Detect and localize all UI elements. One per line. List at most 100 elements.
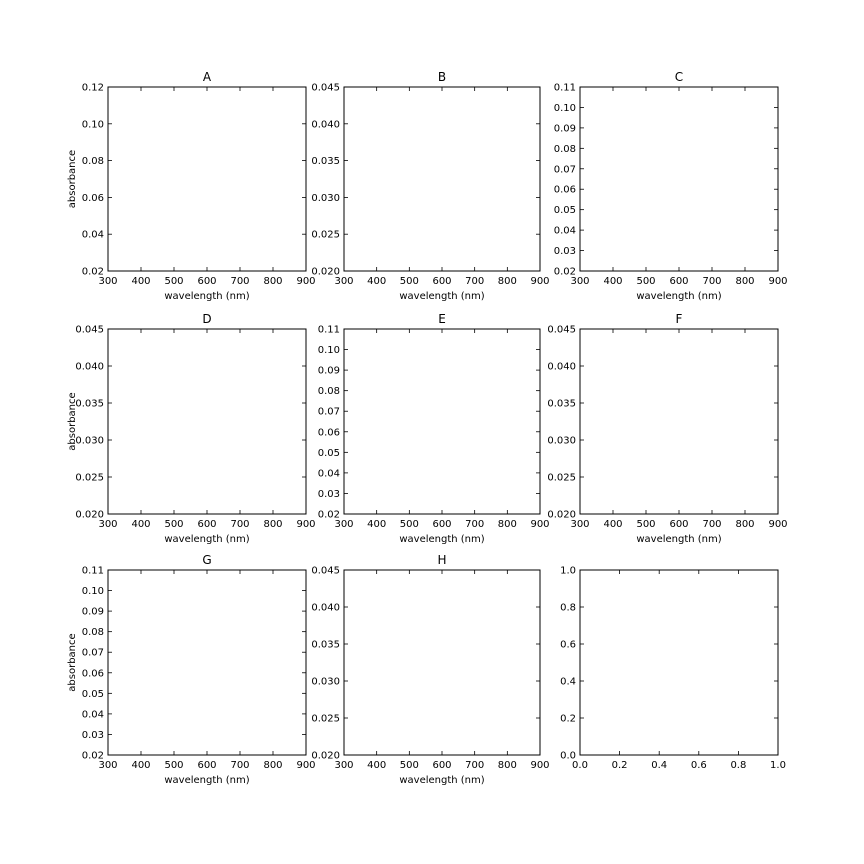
y-tick-label: 0.040 bbox=[547, 362, 576, 373]
panel-title: G bbox=[202, 553, 211, 567]
y-tick-label: 0.03 bbox=[554, 246, 576, 257]
y-tick-label: 0.07 bbox=[82, 648, 104, 659]
x-tick-label: 400 bbox=[367, 760, 386, 771]
y-tick-label: 0.6 bbox=[560, 640, 576, 651]
y-tick-label: 0.10 bbox=[554, 103, 576, 114]
x-tick-label: 300 bbox=[334, 276, 353, 287]
y-axis-label: absorbance bbox=[67, 392, 78, 450]
x-tick-label: 600 bbox=[197, 519, 216, 530]
x-axis-label: wavelength (nm) bbox=[164, 534, 249, 545]
panel-a: 300 400 500 600 700 800 900 0.02 0.04 0.06 0.08 0.1… bbox=[67, 70, 316, 302]
x-tick-label: 900 bbox=[530, 760, 549, 771]
x-tick-label: 300 bbox=[98, 760, 117, 771]
x-tick-label: 500 bbox=[164, 519, 183, 530]
y-tick-label: 0.04 bbox=[318, 468, 340, 479]
panel-title: D bbox=[202, 312, 211, 326]
x-axis-label: wavelength (nm) bbox=[164, 291, 249, 302]
x-tick-label: 600 bbox=[197, 760, 216, 771]
y-tick-label: 0.03 bbox=[82, 730, 104, 741]
x-axis-label: wavelength (nm) bbox=[636, 534, 721, 545]
y-tick-label: 0.09 bbox=[82, 607, 104, 618]
y-tick-label: 0.06 bbox=[554, 185, 576, 196]
y-tick-label: 0.07 bbox=[554, 164, 576, 175]
panel-title: H bbox=[437, 553, 446, 567]
y-tick-label: 0.12 bbox=[82, 83, 104, 94]
x-tick-label: 0.2 bbox=[612, 760, 628, 771]
x-tick-label: 900 bbox=[530, 276, 549, 287]
x-tick-label: 800 bbox=[735, 276, 754, 287]
x-tick-label: 500 bbox=[164, 276, 183, 287]
x-tick-label: 400 bbox=[131, 760, 150, 771]
x-tick-label: 800 bbox=[498, 519, 517, 530]
y-tick-label: 0.05 bbox=[554, 205, 576, 216]
x-tick-label: 800 bbox=[263, 519, 282, 530]
y-tick-label: 0.035 bbox=[311, 156, 340, 167]
y-tick-label: 0.11 bbox=[318, 325, 340, 336]
panel-title: E bbox=[438, 312, 446, 326]
axes-frame bbox=[579, 569, 779, 756]
y-tick-label: 0.03 bbox=[318, 489, 340, 500]
x-tick-label: 300 bbox=[334, 760, 353, 771]
panel-h: 300 400 500 600 700 800 900 0.020 0.025 0.030 0.03… bbox=[311, 553, 549, 786]
y-tick-label: 0.06 bbox=[82, 668, 104, 679]
y-tick-label: 0.025 bbox=[75, 473, 104, 484]
y-tick-label: 0.10 bbox=[82, 586, 104, 597]
x-tick-label: 900 bbox=[296, 519, 315, 530]
x-tick-label: 1.0 bbox=[770, 760, 786, 771]
x-axis-label: wavelength (nm) bbox=[636, 291, 721, 302]
x-tick-label: 0.8 bbox=[730, 760, 746, 771]
x-tick-label: 0.0 bbox=[572, 760, 588, 771]
y-tick-label: 0.035 bbox=[75, 399, 104, 410]
panel-g: 300 400 500 600 700 800 900 0.02 0.03 0.04 0.05 0.0… bbox=[67, 553, 316, 786]
x-axis-label: wavelength (nm) bbox=[399, 775, 484, 786]
x-tick-label: 400 bbox=[603, 276, 622, 287]
panel-e: 300 400 500 600 700 800 900 0.02 0.03 0.04 0.05 0.0… bbox=[318, 312, 550, 545]
x-tick-label: 700 bbox=[702, 276, 721, 287]
y-tick-label: 0.02 bbox=[82, 751, 104, 762]
x-tick-label: 800 bbox=[498, 760, 517, 771]
y-tick-label: 0.08 bbox=[82, 627, 104, 638]
y-tick-label: 0.05 bbox=[82, 689, 104, 700]
x-tick-label: 400 bbox=[131, 519, 150, 530]
y-tick-label: 0.02 bbox=[554, 267, 576, 278]
x-tick-label: 600 bbox=[669, 519, 688, 530]
y-tick-label: 0.06 bbox=[318, 427, 340, 438]
y-tick-label: 0.030 bbox=[75, 436, 104, 447]
x-tick-label: 400 bbox=[131, 276, 150, 287]
y-tick-label: 0.08 bbox=[554, 144, 576, 155]
axes-frame bbox=[107, 328, 307, 515]
axes-frame bbox=[107, 86, 307, 272]
x-tick-label: 900 bbox=[296, 276, 315, 287]
x-tick-label: 900 bbox=[768, 276, 787, 287]
x-tick-label: 700 bbox=[702, 519, 721, 530]
y-tick-label: 0.040 bbox=[75, 362, 104, 373]
panel-c: 300 400 500 600 700 800 900 0.02 0.03 0.04 0.05 0.0… bbox=[554, 70, 788, 302]
y-tick-label: 0.07 bbox=[318, 407, 340, 418]
axes-frame bbox=[343, 328, 541, 515]
y-tick-label: 0.09 bbox=[554, 123, 576, 134]
x-tick-label: 700 bbox=[465, 276, 484, 287]
x-tick-label: 800 bbox=[263, 760, 282, 771]
y-tick-label: 0.045 bbox=[547, 325, 576, 336]
x-tick-label: 900 bbox=[530, 519, 549, 530]
panel-f: 300 400 500 600 700 800 900 0.020 0.025 0.030 0.03… bbox=[547, 312, 787, 545]
x-tick-label: 800 bbox=[498, 276, 517, 287]
y-tick-label: 0.020 bbox=[75, 510, 104, 521]
x-tick-label: 300 bbox=[98, 276, 117, 287]
x-tick-label: 900 bbox=[296, 760, 315, 771]
y-tick-label: 0.05 bbox=[318, 448, 340, 459]
panel-b: 300 400 500 600 700 800 900 0.020 0.025 0.030 0.03… bbox=[311, 70, 549, 302]
x-axis-label: wavelength (nm) bbox=[399, 291, 484, 302]
y-tick-label: 0.025 bbox=[311, 230, 340, 241]
y-tick-label: 1.0 bbox=[560, 566, 576, 577]
y-tick-label: 0.06 bbox=[82, 193, 104, 204]
x-tick-label: 0.4 bbox=[651, 760, 667, 771]
y-tick-label: 0.020 bbox=[311, 267, 340, 278]
y-tick-label: 0.02 bbox=[82, 267, 104, 278]
y-tick-label: 0.04 bbox=[554, 226, 576, 237]
x-tick-label: 700 bbox=[230, 519, 249, 530]
y-tick-label: 0.030 bbox=[547, 436, 576, 447]
x-tick-label: 400 bbox=[367, 519, 386, 530]
x-tick-label: 700 bbox=[230, 760, 249, 771]
